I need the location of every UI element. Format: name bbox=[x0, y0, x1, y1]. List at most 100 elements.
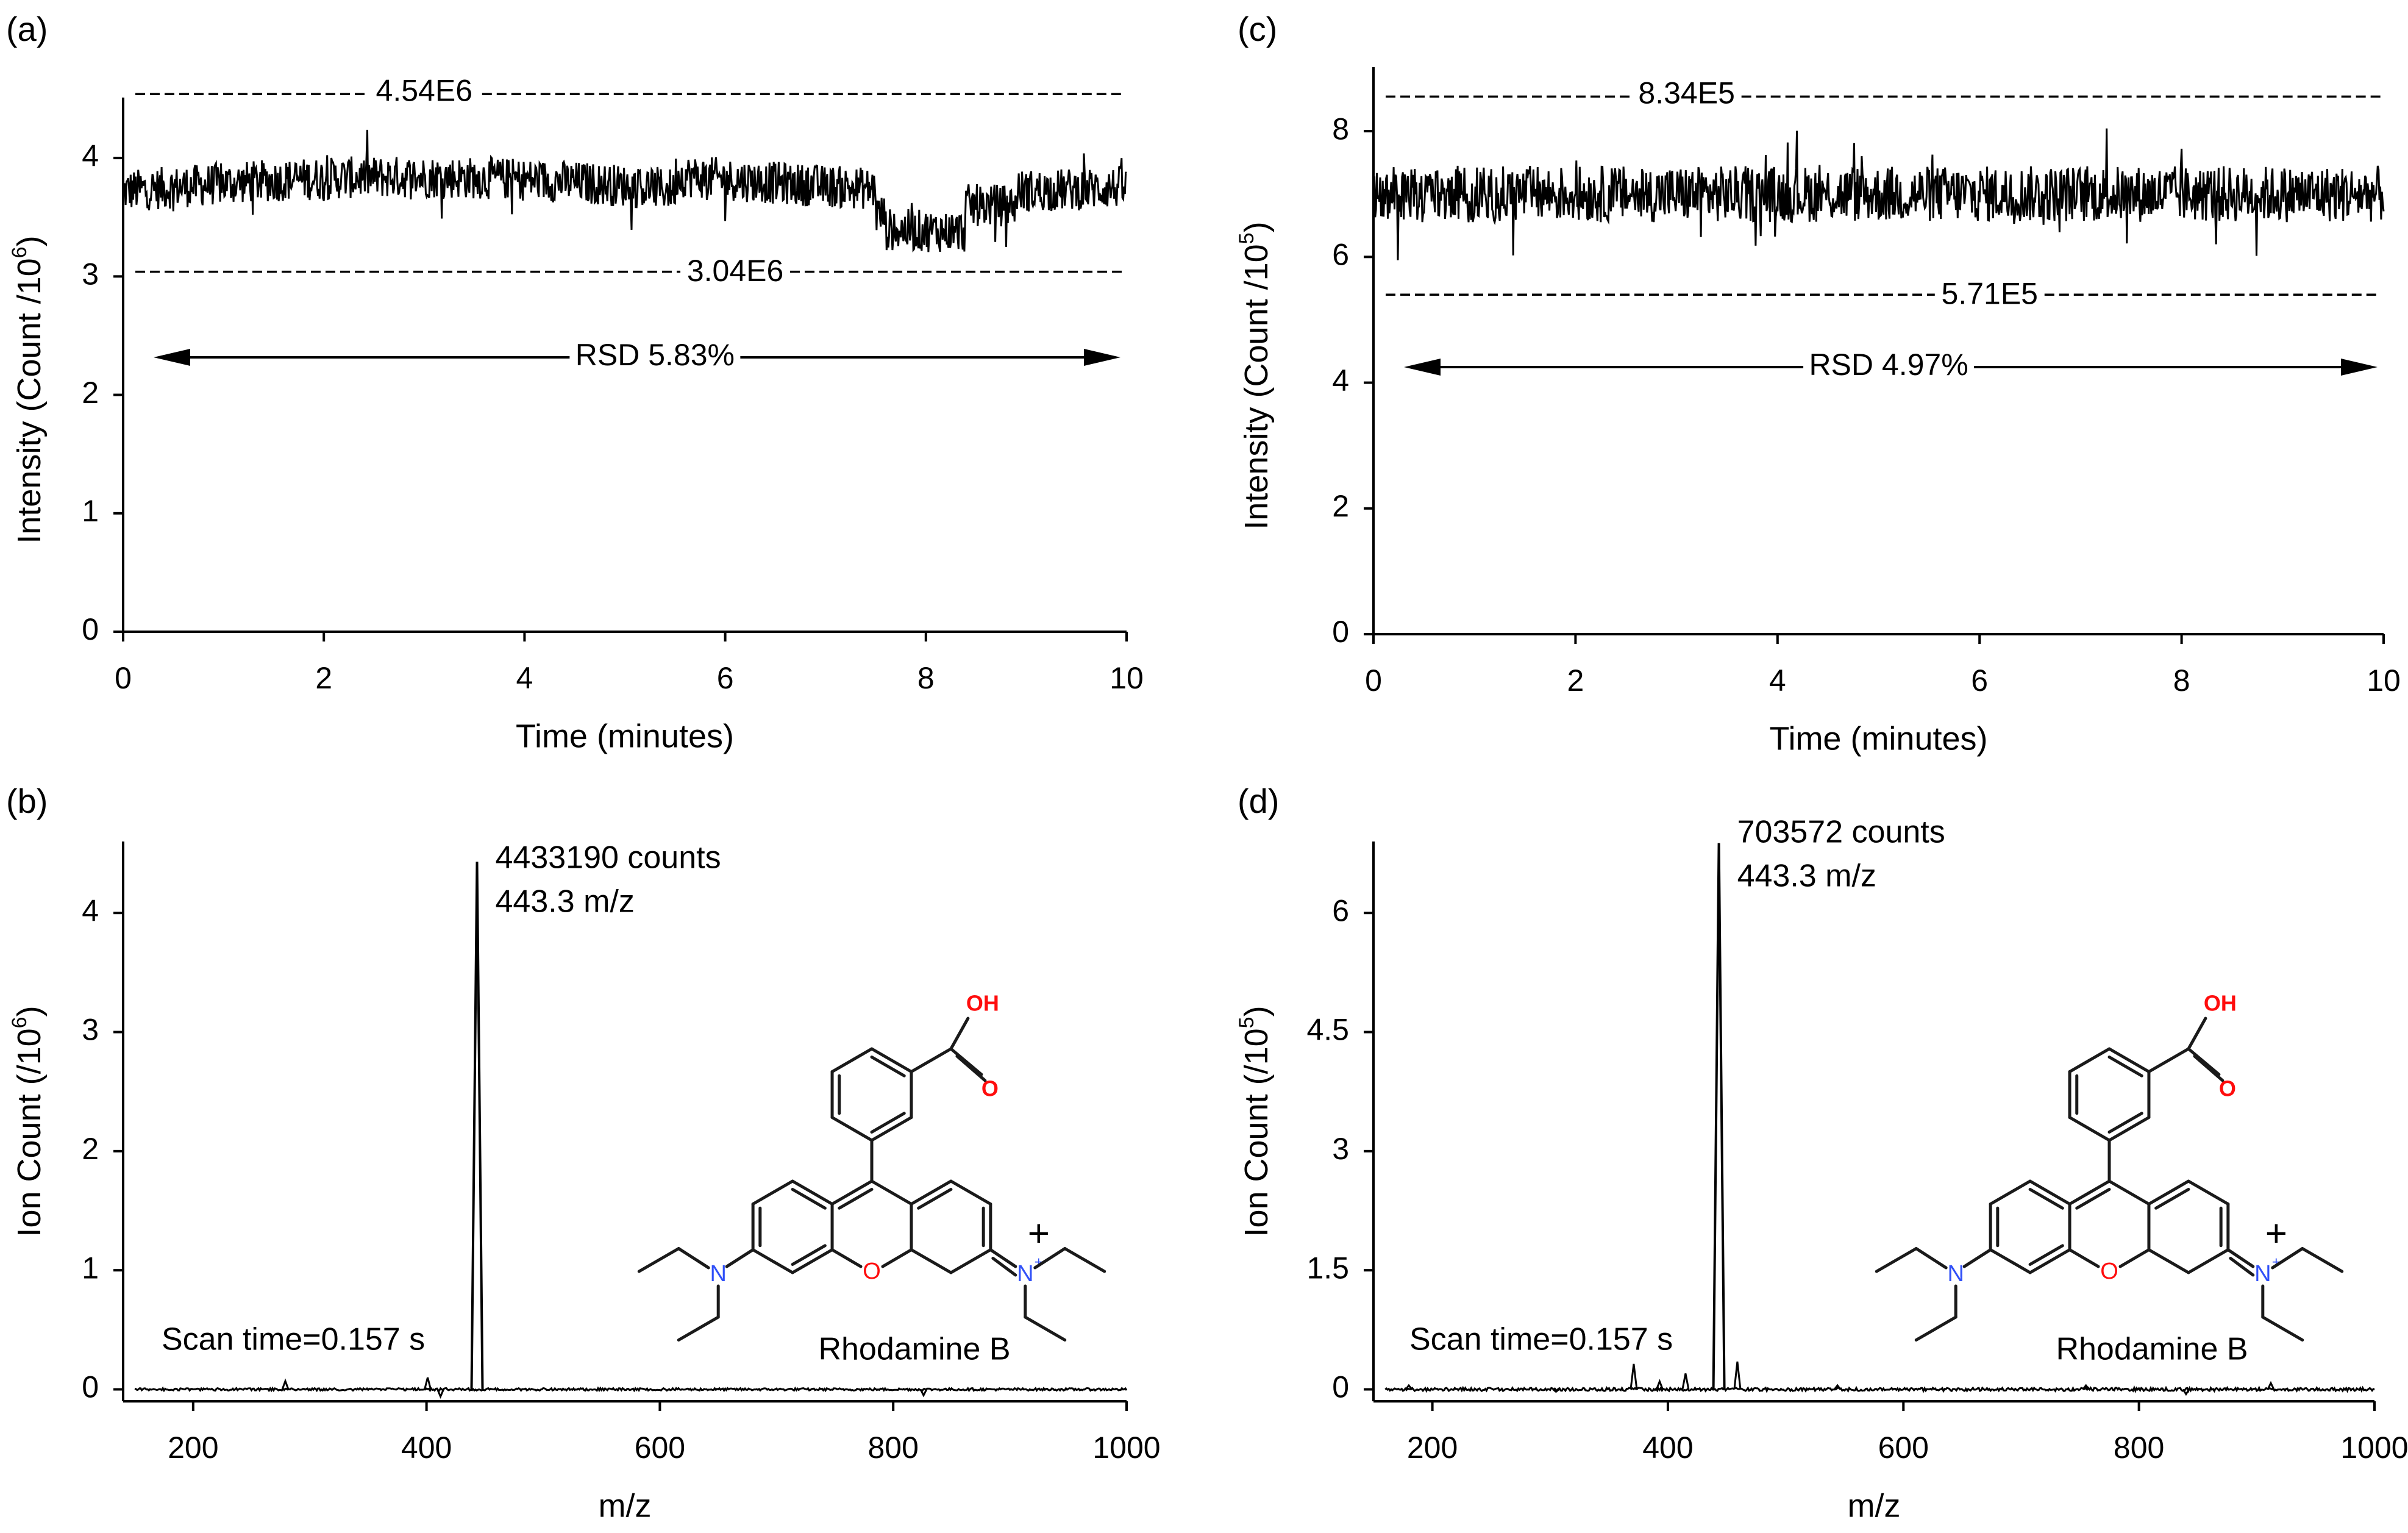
compound-name: Rhodamine B bbox=[818, 1332, 1010, 1367]
ring-bond bbox=[870, 1047, 913, 1073]
min-value-label: 3.04E6 bbox=[687, 254, 783, 288]
double-bond bbox=[2107, 1112, 2143, 1134]
x-tick-label: 6 bbox=[1971, 663, 1988, 698]
ethyl-bond bbox=[2301, 1247, 2344, 1273]
x-axis-label: m/z bbox=[1848, 1487, 1901, 1524]
peak-counts-label: 4433190 counts bbox=[496, 840, 721, 876]
ethyl-bond bbox=[637, 1247, 680, 1273]
ring-bond bbox=[791, 1248, 834, 1274]
ring-bond bbox=[2147, 1248, 2190, 1274]
ring-bond bbox=[949, 1179, 992, 1206]
double-bond bbox=[791, 1188, 827, 1210]
spectrum-peak bbox=[1712, 843, 1726, 1390]
spectrum-peak bbox=[919, 1388, 928, 1398]
double-bond bbox=[2075, 1188, 2111, 1210]
x-tick-label: 400 bbox=[401, 1431, 452, 1465]
bond bbox=[989, 1248, 1017, 1268]
y-axis-label-text: Ion Count (/10 bbox=[1238, 1028, 1275, 1237]
carbonyl-oxygen-label: O bbox=[2219, 1076, 2236, 1101]
y-axis-label: Intensity (Count /105) bbox=[1235, 221, 1275, 529]
x-tick-label: 1000 bbox=[1092, 1431, 1160, 1465]
ring-bond bbox=[2068, 1179, 2111, 1206]
y-tick-label: 1 bbox=[82, 1251, 99, 1285]
x-tick-label: 600 bbox=[1878, 1431, 1929, 1465]
x-axis-label: m/z bbox=[599, 1487, 652, 1524]
x-axis-label: Time (minutes) bbox=[516, 718, 734, 754]
ring-bond bbox=[2068, 1116, 2111, 1142]
scan-time-label: Scan time=0.157 s bbox=[162, 1322, 425, 1357]
ring-bond bbox=[1989, 1248, 2032, 1274]
y-axis-label-exponent: 5 bbox=[1235, 232, 1258, 244]
x-tick-label: 10 bbox=[1110, 661, 1144, 695]
peak-counts-label: 703572 counts bbox=[1737, 815, 1945, 850]
peak-mz-label: 443.3 m/z bbox=[496, 884, 635, 920]
spectrum-peak bbox=[1656, 1379, 1664, 1390]
arrow-head-right bbox=[2341, 359, 2378, 376]
panel-label: (a) bbox=[6, 10, 48, 48]
spectrum-peak bbox=[424, 1377, 432, 1390]
panel-label: (c) bbox=[1238, 10, 1277, 48]
y-axis-label-close: ) bbox=[11, 235, 48, 246]
double-bond bbox=[2229, 1257, 2255, 1277]
panel-a: (a) 0 1 2 3 4 0 2 4 6 8 10 Time (minutes) Intensity (… bbox=[6, 10, 1144, 754]
double-bond bbox=[955, 1054, 987, 1082]
ring-bond bbox=[2107, 1179, 2151, 1206]
ring-bond bbox=[2107, 1116, 2151, 1142]
x-tick-label: 200 bbox=[1407, 1431, 1458, 1465]
double-bond bbox=[2028, 1244, 2064, 1266]
ring-bond bbox=[2068, 1047, 2111, 1073]
bond bbox=[725, 1248, 755, 1268]
ring-bond bbox=[2147, 1179, 2190, 1206]
double-bond bbox=[870, 1112, 906, 1134]
ring-bond bbox=[910, 1248, 953, 1274]
spectrum-peak bbox=[1630, 1363, 1638, 1390]
y-axis-label-close: ) bbox=[1238, 221, 1275, 232]
y-tick-label: 4 bbox=[82, 138, 99, 173]
ring-bond bbox=[751, 1248, 794, 1274]
y-tick-label: 1 bbox=[82, 494, 99, 528]
ethyl-bond bbox=[677, 1315, 720, 1342]
spectrum-peak bbox=[2082, 1384, 2090, 1390]
bond bbox=[2147, 1047, 2190, 1073]
spectrum-peak bbox=[1833, 1384, 1842, 1390]
y-axis-label-exponent: 6 bbox=[8, 1017, 31, 1028]
bond bbox=[949, 1017, 970, 1051]
arrow-head-right bbox=[1084, 349, 1120, 366]
y-tick-label: 4 bbox=[1332, 363, 1349, 398]
ethyl-bond bbox=[1024, 1315, 1067, 1342]
ring-bond bbox=[881, 1248, 913, 1268]
x-tick-label: 2 bbox=[315, 661, 332, 695]
ethyl-bond bbox=[1914, 1247, 1948, 1270]
positive-charge-label: + bbox=[2265, 1212, 2287, 1254]
y-tick-label: 6 bbox=[1332, 238, 1349, 272]
peak-mz-label: 443.3 m/z bbox=[1737, 859, 1876, 894]
baseline-noise bbox=[1384, 1385, 2375, 1393]
max-value-label: 4.54E6 bbox=[376, 73, 472, 107]
y-tick-label: 2 bbox=[82, 1132, 99, 1166]
ethyl-bond bbox=[677, 1247, 710, 1270]
double-bond bbox=[2107, 1056, 2143, 1077]
y-axis-label-exponent: 6 bbox=[8, 246, 31, 258]
ring-bond bbox=[1989, 1179, 2032, 1206]
ring-bond bbox=[751, 1179, 794, 1206]
y-axis-label-close: ) bbox=[11, 1006, 48, 1017]
x-tick-label: 0 bbox=[115, 661, 132, 695]
ethyl-bond bbox=[1875, 1247, 1918, 1273]
bond bbox=[1962, 1248, 1992, 1268]
ring-bond bbox=[870, 1179, 913, 1206]
x-tick-label: 4 bbox=[516, 661, 533, 695]
x-tick-label: 1000 bbox=[2340, 1431, 2408, 1465]
ring-bond bbox=[2118, 1248, 2151, 1268]
spectrum-peak bbox=[2267, 1381, 2275, 1390]
spectrum-peak bbox=[470, 862, 484, 1390]
ring-bond bbox=[870, 1116, 913, 1142]
x-tick-label: 10 bbox=[2367, 663, 2401, 698]
y-tick-label: 0 bbox=[82, 1370, 99, 1404]
y-tick-label: 3 bbox=[82, 1013, 99, 1047]
y-axis-label-exponent: 5 bbox=[1235, 1017, 1258, 1028]
ethyl-bond bbox=[1063, 1247, 1106, 1273]
double-bond bbox=[2154, 1188, 2190, 1210]
y-tick-label: 0 bbox=[82, 612, 99, 646]
x-tick-label: 800 bbox=[867, 1431, 918, 1465]
